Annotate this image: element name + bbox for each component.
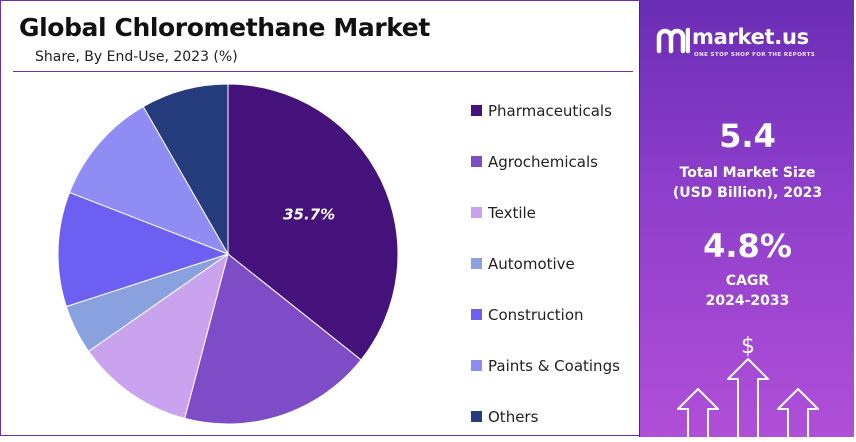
legend-label: Paints & Coatings [488,356,620,375]
growth-arrows-dollar-icon: $ [677,334,819,437]
brand-tagline: ONE STOP SHOP FOR THE REPORTS [694,52,816,58]
market-size-value: 5.4 [719,117,776,155]
pie-slice-agrochemicals [184,253,362,425]
legend-item-textile: Textile [471,187,620,238]
brand-name: market.us [692,25,809,49]
svg-text:$: $ [741,334,755,359]
market-size-label-line1: Total Market Size [679,165,816,181]
legend-label: Others [488,407,539,426]
pie-slice-pharmaceuticals [227,83,399,361]
chart-subtitle: Share, By End-Use, 2023 (%) [35,49,238,65]
legend-label: Automotive [488,254,575,273]
pie-slice-paints-coatings [68,105,230,255]
legend-item-construction: Construction [471,289,620,340]
pie-chart: 35.7% [57,83,399,425]
cagr-label-line2: 2024-2033 [705,293,790,309]
cagr-label-line1: CAGR [725,273,770,289]
stats-panel: market.us ONE STOP SHOP FOR THE REPORTS … [639,1,854,437]
pie-slice-label: 35.7% [283,205,335,223]
market-us-logo-icon [656,27,690,54]
legend-label: Construction [488,305,584,324]
legend-label: Agrochemicals [488,152,598,171]
legend-item-paints-coatings: Paints & Coatings [471,340,620,391]
pie-slice-construction [57,191,230,308]
legend-label: Pharmaceuticals [488,101,612,120]
pie-slice-others [142,83,229,256]
legend-swatch [471,411,482,422]
chart-legend: Pharmaceuticals Agrochemicals Textile Autom… [471,85,620,442]
legend-item-others: Others [471,391,620,442]
title-divider [13,71,633,72]
chart-title: Global Chloromethane Market [19,13,430,42]
pie-slice-textile [87,252,229,420]
legend-swatch [471,105,482,116]
chart-area: Global Chloromethane Market Share, By En… [1,1,639,437]
legend-swatch [471,207,482,218]
legend-item-automotive: Automotive [471,238,620,289]
legend-swatch [471,156,482,167]
legend-item-pharmaceuticals: Pharmaceuticals [471,85,620,136]
legend-swatch [471,258,482,269]
cagr-value: 4.8% [703,227,792,265]
legend-swatch [471,360,482,371]
legend-item-agrochemicals: Agrochemicals [471,136,620,187]
legend-swatch [471,309,482,320]
brand-block: market.us ONE STOP SHOP FOR THE REPORTS [650,25,845,65]
legend-label: Textile [488,203,536,222]
market-size-label-line2: (USD Billion), 2023 [672,185,823,201]
